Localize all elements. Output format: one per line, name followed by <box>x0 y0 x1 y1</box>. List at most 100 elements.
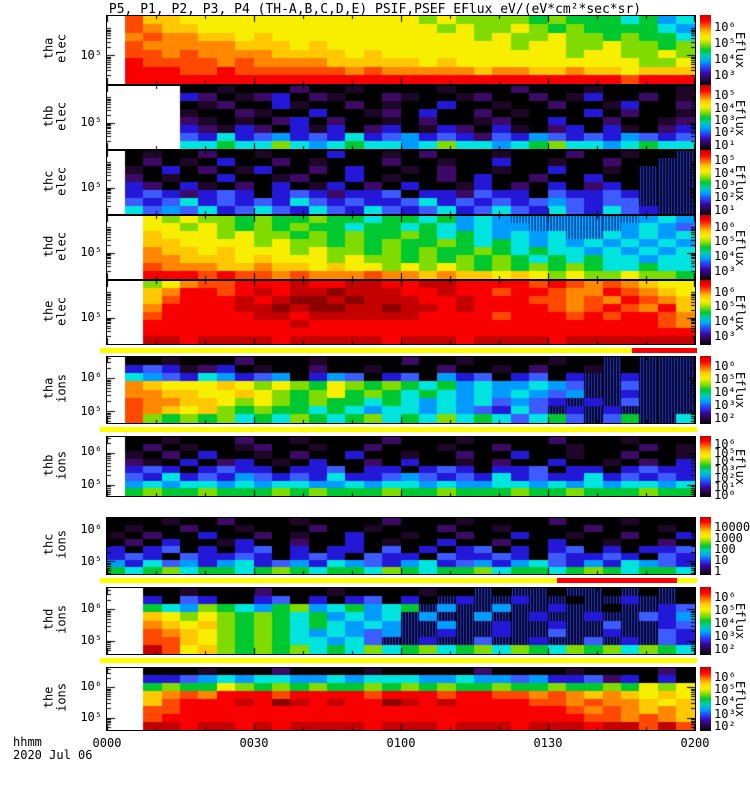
axis-corner-labels: hhmm 2020 Jul 06 <box>13 735 93 763</box>
spectrogram-canvas-the-elec <box>107 281 695 344</box>
y-tick-label: 10⁵ <box>80 309 102 324</box>
colorbar-tick-label: 10² <box>714 125 736 140</box>
colorbar-thd-ions <box>700 587 711 655</box>
colorbar-tick-label: 10⁵ <box>714 603 736 618</box>
y-tick-label: 10⁵ <box>80 633 102 648</box>
spectrogram-panel-thc-elec <box>106 150 696 215</box>
colorbar-tick-label: 10⁶ <box>714 437 736 452</box>
y-tick-label: 10⁵ <box>80 553 102 568</box>
y-tick-label: 10⁶ <box>80 600 102 615</box>
colorbar-tick-label: 10⁴ <box>714 616 736 631</box>
spectrogram-canvas-the-ions <box>107 668 695 730</box>
y-tick-label: 10⁶ <box>80 369 102 384</box>
spectrogram-canvas-thd-ions <box>107 588 695 654</box>
colorbar-tick-label: 10³ <box>714 264 736 279</box>
colorbar-tick-label: 10¹ <box>714 137 736 152</box>
y-tick-label: 10⁵ <box>80 403 102 418</box>
separator-bar <box>0 578 750 583</box>
colorbar-tick-label: 10² <box>714 642 736 657</box>
panel-ylabel-tha-elec: tha elec <box>41 33 69 63</box>
spectrogram-canvas-thc-elec <box>107 151 695 214</box>
spectrogram-panel-the-elec <box>106 280 696 345</box>
colorbar-tick-label: 10⁴ <box>714 165 736 180</box>
y-tick-label: 10⁵ <box>80 477 102 492</box>
separator-bar-segment <box>100 427 697 432</box>
colorbar-tick-label: 10⁵ <box>714 682 736 697</box>
colorbar-tick-label: 10⁴ <box>714 385 736 400</box>
time-format-label: hhmm <box>13 735 42 749</box>
date-label: 2020 Jul 06 <box>13 748 93 763</box>
colorbar-eflux-label: Eflux <box>733 32 747 69</box>
spectrogram-canvas-tha-ions <box>107 357 695 423</box>
colorbar-tick-label: 100 <box>714 541 736 556</box>
colorbar-the-ions <box>700 667 711 731</box>
colorbar-tick-label: 10³ <box>714 329 736 344</box>
colorbar-tick-label: 10³ <box>714 462 736 477</box>
y-tick-label: 10⁶ <box>80 521 102 536</box>
x-tick-label-0000: 0000 <box>92 736 122 750</box>
separator-bar-segment <box>100 578 557 583</box>
x-tick-label-0200: 0200 <box>680 736 710 750</box>
colorbar-tick-label: 1 <box>714 563 722 578</box>
panel-ylabel-thd-elec: thd elec <box>41 231 69 261</box>
colorbar-eflux-label: Eflux <box>733 229 747 266</box>
colorbar-tick-label: 10² <box>714 190 736 205</box>
x-tick-label-0100: 0100 <box>386 736 416 750</box>
spectrogram-panel-tha-ions <box>106 356 696 424</box>
separator-bar-segment <box>632 348 697 353</box>
panel-ylabel-thc-elec: thc elec <box>41 166 69 196</box>
y-tick-label: 10⁵ <box>80 710 102 725</box>
colorbar-tick-label: 10⁶ <box>714 284 736 299</box>
colorbar-tick-label: 10⁰ <box>714 488 736 503</box>
colorbar-tick-label: 10000 <box>714 519 750 534</box>
spectrogram-panel-thd-ions <box>106 587 696 655</box>
colorbar-eflux-label: Eflux <box>733 99 747 136</box>
colorbar-tick-label: 1000 <box>714 530 743 545</box>
y-tick-label: 10⁶ <box>80 678 102 693</box>
colorbar-tick-label: 10⁵ <box>714 36 736 51</box>
colorbar-thc-elec <box>700 150 711 215</box>
spectrogram-panel-the-ions <box>106 667 696 731</box>
colorbar-tha-ions <box>700 356 711 424</box>
colorbar-thb-elec <box>700 85 711 150</box>
colorbar-tick-label: 10⁵ <box>714 445 736 460</box>
separator-bar-segment <box>677 578 697 583</box>
colorbar-tick-label: 10⁵ <box>714 153 736 168</box>
y-tick-label: 10⁵ <box>80 179 102 194</box>
colorbar-eflux-label: Eflux <box>733 164 747 201</box>
colorbar-tick-label: 10⁴ <box>714 694 736 709</box>
x-tick-label-0030: 0030 <box>239 736 269 750</box>
panel-ylabel-the-elec: the elec <box>41 296 69 326</box>
colorbar-tick-label: 10⁶ <box>714 20 736 34</box>
colorbar-tick-label: 10⁴ <box>714 454 736 469</box>
colorbar-tick-label: 10⁵ <box>714 234 736 249</box>
colorbar-tick-label: 10⁶ <box>714 670 736 685</box>
colorbar-eflux-label: Eflux <box>733 603 747 640</box>
x-tick-label-0130: 0130 <box>533 736 563 750</box>
colorbar-tick-label: 10⁵ <box>714 372 736 387</box>
colorbar-tick-label: 10¹ <box>714 202 736 217</box>
colorbar-tick-label: 10⁴ <box>714 100 736 115</box>
colorbar-tick-label: 10⁴ <box>714 249 736 264</box>
panel-ylabel-tha-ions: tha ions <box>41 373 69 403</box>
panel-ylabel-thb-ions: thb ions <box>41 450 69 480</box>
spectrogram-panel-thb-ions <box>106 436 696 497</box>
y-tick-label: 10⁵ <box>80 244 102 259</box>
spectrogram-canvas-tha-elec <box>107 16 695 84</box>
separator-bar <box>0 348 750 353</box>
colorbar-tick-label: 10³ <box>714 68 736 83</box>
colorbar-tick-label: 10⁴ <box>714 314 736 329</box>
colorbar-tick-label: 10² <box>714 471 736 486</box>
colorbar-tha-elec <box>700 15 711 85</box>
panel-ylabel-thd-ions: thd ions <box>41 604 69 634</box>
plot-title: P5, P1, P2, P3, P4 (TH-A,B,C,D,E) PSIF,P… <box>108 2 642 17</box>
spectrogram-panel-thd-elec <box>106 215 696 280</box>
panel-ylabel-the-ions: the ions <box>41 682 69 712</box>
spectrogram-panel-thc-ions <box>106 517 696 575</box>
colorbar-tick-label: 10³ <box>714 112 736 127</box>
colorbar-eflux-label: Eflux <box>733 294 747 331</box>
spectrogram-canvas-thb-ions <box>107 437 695 496</box>
colorbar-tick-label: 10⁶ <box>714 219 736 234</box>
separator-bar-segment <box>100 658 697 663</box>
spectrogram-canvas-thc-ions <box>107 518 695 574</box>
